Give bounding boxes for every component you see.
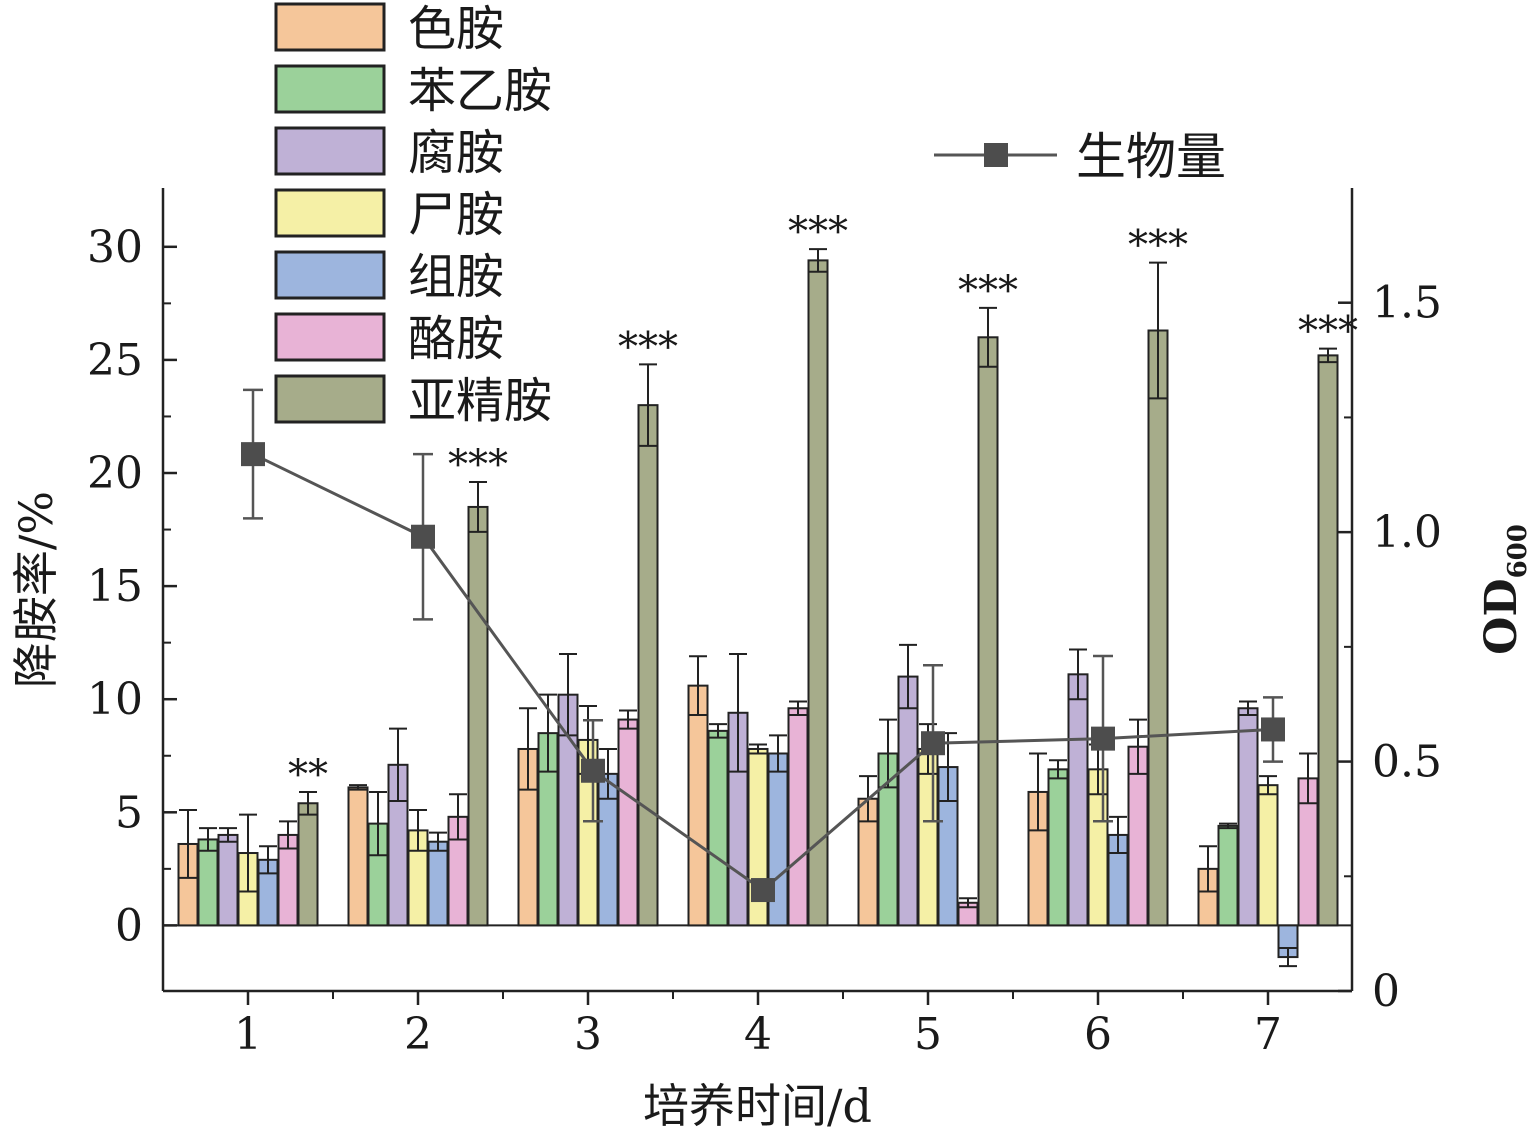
legend-swatch — [274, 250, 386, 300]
biomass-point — [581, 758, 605, 783]
biomass-point — [241, 442, 265, 467]
bar — [197, 838, 219, 927]
significance-label: *** — [448, 442, 508, 488]
bar — [1317, 354, 1339, 927]
y2-axis-title-text: OD — [1476, 578, 1527, 654]
y2-tick-label: 1.5 — [1372, 278, 1442, 329]
x-tick-label: 4 — [744, 1009, 772, 1060]
legend-swatch — [274, 312, 386, 362]
biomass-point — [411, 524, 435, 549]
legend-label: 苯乙胺 — [408, 63, 552, 119]
legend-swatch — [274, 188, 386, 238]
y-axis-title: 降胺率/% — [9, 491, 63, 688]
bar — [1147, 329, 1169, 927]
legend-swatch — [274, 126, 386, 176]
legend-label: 腐胺 — [408, 125, 504, 181]
y2-tick-label: 0 — [1372, 966, 1400, 1017]
significance-label: *** — [618, 324, 678, 370]
x-tick-label: 6 — [1084, 1009, 1112, 1060]
x-tick-label: 2 — [404, 1009, 432, 1060]
bar — [1257, 784, 1279, 927]
bar — [347, 786, 369, 927]
bar — [1067, 673, 1089, 927]
bar — [687, 684, 709, 927]
legend-swatch — [274, 374, 386, 424]
biomass-point — [1261, 717, 1285, 742]
bar — [617, 718, 639, 927]
legend-label: 亚精胺 — [408, 373, 552, 429]
x-tick-label: 1 — [234, 1009, 262, 1060]
bar — [1217, 824, 1239, 927]
y2-tick-label: 1.0 — [1372, 507, 1442, 558]
bar — [217, 833, 239, 927]
y-tick-label: 30 — [87, 222, 143, 273]
significance-label: *** — [1298, 309, 1358, 355]
legend-line-label: 生物量 — [1076, 128, 1226, 186]
legend-label: 酪胺 — [408, 311, 504, 367]
bar — [707, 729, 729, 927]
legend-swatch — [274, 2, 386, 52]
y2-tick-label: 0.5 — [1372, 737, 1442, 788]
bar — [807, 259, 829, 927]
legend-label: 组胺 — [408, 249, 504, 305]
significance-label: *** — [958, 268, 1018, 314]
bar — [897, 675, 919, 927]
biomass-point — [921, 731, 945, 756]
x-tick-label: 5 — [914, 1009, 942, 1060]
y-tick-label: 0 — [115, 900, 143, 951]
biomass-point — [1091, 726, 1115, 751]
bar — [297, 802, 319, 927]
y-tick-label: 25 — [87, 335, 143, 386]
bar — [977, 336, 999, 927]
significance-label: *** — [1128, 223, 1188, 269]
significance-label: *** — [788, 209, 848, 255]
y-tick-label: 20 — [87, 448, 143, 499]
biomass-point — [751, 878, 775, 903]
bar — [637, 404, 659, 927]
y-tick-label: 5 — [115, 787, 143, 838]
bar — [427, 840, 449, 927]
bar — [467, 505, 489, 927]
legend-label: 尸胺 — [408, 187, 504, 243]
x-tick-label: 7 — [1254, 1009, 1282, 1060]
legend-marker — [984, 143, 1008, 167]
bar — [1047, 768, 1069, 927]
bar — [787, 707, 809, 927]
x-tick-label: 3 — [574, 1009, 602, 1060]
significance-label: ** — [288, 752, 328, 798]
y2-axis-title: OD600 — [1476, 524, 1533, 655]
y-tick-label: 15 — [87, 561, 143, 612]
legend-label: 色胺 — [408, 1, 504, 57]
y2-axis-title-subscript: 600 — [1503, 524, 1533, 578]
y-tick-label: 10 — [87, 674, 143, 725]
bar — [1237, 707, 1259, 927]
legend-swatch — [274, 64, 386, 114]
bar — [917, 747, 939, 927]
x-axis-title: 培养时间/d — [643, 1079, 872, 1133]
